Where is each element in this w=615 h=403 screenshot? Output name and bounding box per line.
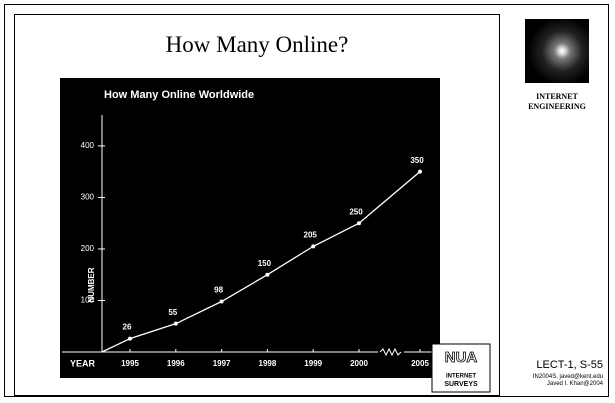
data-point (311, 244, 316, 249)
author: Javed I. Khan@2004 (546, 381, 603, 387)
value-label: 55 (168, 308, 177, 317)
data-point (128, 336, 132, 341)
data-point (357, 221, 361, 226)
x-tick-label: 1997 (213, 359, 231, 368)
x-tick-label: 1995 (121, 359, 139, 368)
slide-frame (4, 4, 609, 397)
logo-name: NUA (445, 349, 478, 366)
data-point (173, 321, 178, 326)
x-tick-label: 2000 (350, 359, 368, 368)
y-axis-label: NUMBER (87, 267, 96, 302)
content-box (14, 14, 500, 396)
axis-break (379, 347, 402, 357)
value-label: 250 (349, 207, 363, 216)
data-point (219, 299, 224, 304)
footer-info: IN2004S, javed@kent.edu Javed I. Khan@200… (533, 374, 603, 388)
value-label: 350 (410, 156, 424, 165)
slide-number: LECT-1, S-55 (536, 359, 603, 371)
logo-line2: SURVEYS (444, 381, 478, 388)
x-tick-label: 1996 (167, 359, 185, 368)
y-tick-label: 400 (81, 141, 95, 150)
data-point (265, 272, 270, 277)
sidebar-label: INTERNET ENGINEERING (528, 92, 586, 111)
value-label: 205 (304, 230, 318, 239)
chart-background (60, 78, 440, 378)
data-point (418, 169, 422, 174)
course: IN2004S, javed@kent.edu (532, 374, 603, 380)
y-tick-label: 100 (81, 296, 95, 305)
x-tick-label: 1999 (304, 359, 322, 368)
line-lead (101, 338, 131, 353)
logo-line1: INTERNET (446, 374, 476, 380)
galaxy-image (525, 19, 589, 83)
y-tick-label: 200 (81, 244, 95, 253)
x-tick-label: 2005 (411, 359, 429, 368)
slide-title: How Many Online? (165, 32, 349, 57)
logo-box (431, 343, 491, 393)
x-axis-label: YEAR (70, 358, 96, 368)
x-tick-label: 1998 (259, 359, 277, 368)
value-label: 150 (258, 259, 272, 268)
chart-title: How Many Online Worldwide (104, 89, 254, 101)
value-label: 98 (214, 286, 223, 295)
value-label: 26 (123, 323, 132, 332)
logo: NUA INTERNET SURVEYS (431, 343, 491, 393)
y-tick-label: 300 (81, 193, 95, 202)
